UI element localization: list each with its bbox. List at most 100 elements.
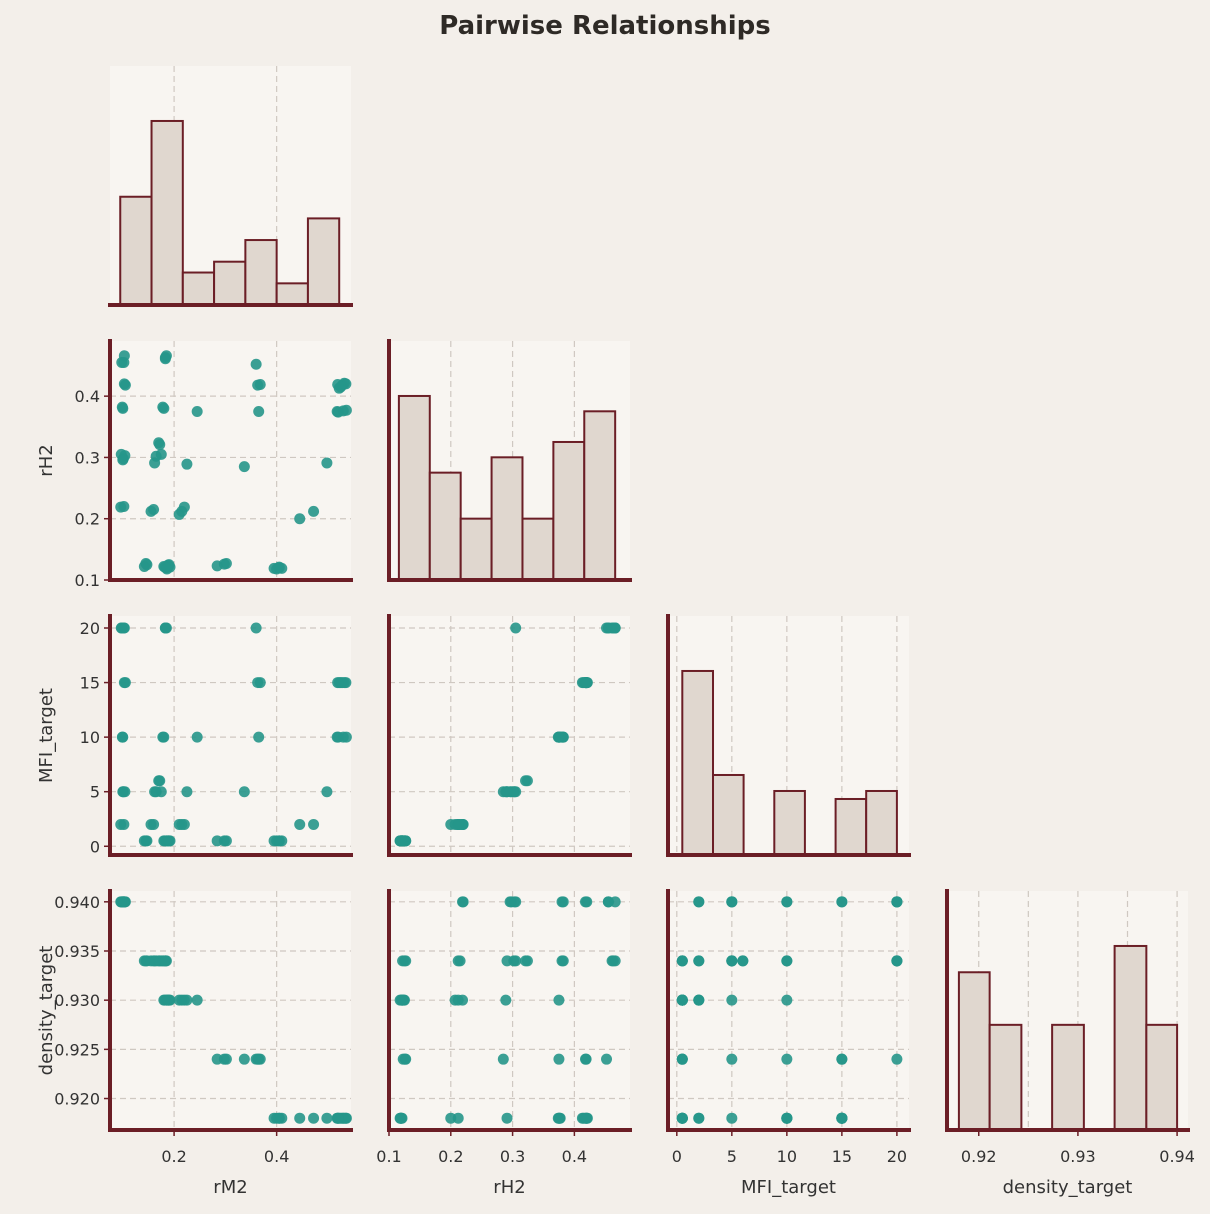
scatter-point (273, 835, 285, 847)
scatter-point (155, 448, 167, 460)
scatter-point (340, 731, 352, 743)
scatter-point (148, 818, 160, 830)
scatter-point (159, 835, 171, 847)
hist-bar (150, 119, 184, 306)
scatter-point (158, 402, 170, 414)
scatter-point (452, 1112, 464, 1124)
panel-background (389, 891, 630, 1130)
scatter-point (332, 1112, 344, 1124)
scatter-point (191, 994, 203, 1006)
scatter-point (294, 818, 306, 830)
scatter-point (220, 557, 232, 569)
scatter-point (676, 1053, 688, 1065)
scatter-point (294, 1112, 306, 1124)
panel-rH2-vs-rM2: 0.1 0.2 0.3 0.4 rH2 (36, 339, 353, 590)
y-tick-label: 20 (80, 619, 100, 638)
panel-density_target-vs-density_target: 0.92 0.93 0.94 density_target (945, 889, 1195, 1198)
y-tick-label: 0.920 (54, 1090, 100, 1109)
hist-bar (988, 1023, 1023, 1131)
scatter-point (891, 896, 903, 908)
y-tick-label: 0.3 (75, 448, 100, 467)
scatter-point (159, 622, 171, 634)
scatter-point (553, 994, 565, 1006)
scatter-point (781, 1053, 793, 1065)
y-tick-label: 0.2 (75, 510, 100, 529)
scatter-point (781, 896, 793, 908)
y-axis-label: density_target (36, 946, 57, 1076)
scatter-point (556, 896, 568, 908)
scatter-point (693, 955, 705, 967)
x-tick-label: 0.94 (1159, 1147, 1195, 1166)
panel-background (389, 616, 630, 855)
scatter-point (726, 955, 738, 967)
scatter-point (294, 513, 306, 525)
scatter-point (510, 622, 522, 634)
scatter-point (693, 994, 705, 1006)
scatter-point (117, 786, 129, 798)
scatter-point (115, 896, 127, 908)
y-axis-label: rH2 (36, 444, 57, 476)
scatter-point (454, 955, 466, 967)
scatter-point (520, 775, 532, 787)
hist-bar (773, 789, 806, 856)
x-tick-label: 0.1 (376, 1147, 401, 1166)
y-tick-label: 0.940 (54, 893, 100, 912)
scatter-point (580, 677, 592, 689)
scatter-point (154, 439, 166, 451)
scatter-point (726, 896, 738, 908)
scatter-point (726, 994, 738, 1006)
scatter-point (154, 775, 166, 787)
x-tick-label: 20 (887, 1147, 907, 1166)
scatter-point (158, 731, 170, 743)
scatter-point (340, 404, 352, 416)
scatter-point (580, 1112, 592, 1124)
scatter-point (556, 955, 568, 967)
y-tick-label: 5 (90, 783, 100, 802)
scatter-point (115, 818, 127, 830)
scatter-point (321, 1112, 333, 1124)
scatter-point (155, 786, 167, 798)
x-tick-label: 10 (777, 1147, 797, 1166)
scatter-point (553, 1053, 565, 1065)
scatter-point (273, 561, 285, 573)
scatter-point (191, 405, 203, 417)
hist-bar (1051, 1023, 1085, 1131)
scatter-point (781, 955, 793, 967)
scatter-point (452, 818, 464, 830)
scatter-point (178, 501, 190, 513)
y-axis-label: MFI_target (36, 688, 57, 783)
scatter-point (552, 1112, 564, 1124)
scatter-point (581, 896, 593, 908)
scatter-point (253, 405, 265, 417)
scatter-point (140, 557, 152, 569)
scatter-point (181, 994, 193, 1006)
scatter-point (836, 1112, 848, 1124)
x-tick-label: 0 (672, 1147, 682, 1166)
scatter-point (400, 1053, 412, 1065)
x-tick-label: 5 (727, 1147, 737, 1166)
scatter-point (159, 994, 171, 1006)
hist-bar (428, 471, 462, 581)
scatter-point (117, 731, 129, 743)
hist-bar (244, 239, 278, 306)
panel-background (110, 891, 351, 1130)
scatter-point (118, 677, 130, 689)
scatter-point (308, 505, 320, 517)
scatter-point (238, 461, 250, 473)
scatter-point (520, 955, 532, 967)
scatter-point (178, 818, 190, 830)
scatter-point (501, 1112, 513, 1124)
scatter-point (252, 677, 264, 689)
scatter-point (148, 504, 160, 516)
scatter-point (836, 1053, 848, 1065)
scatter-point (836, 896, 848, 908)
scatter-point (238, 1053, 250, 1065)
scatter-point (250, 622, 262, 634)
scatter-point (321, 786, 333, 798)
x-tick-label: 0.92 (961, 1147, 997, 1166)
y-tick-label: 0.930 (54, 991, 100, 1010)
scatter-point (159, 561, 171, 573)
panels-group: 0.10.20.30.4rH205101520MFI_target0.9200.… (36, 66, 1195, 1198)
panel-background (110, 616, 351, 855)
